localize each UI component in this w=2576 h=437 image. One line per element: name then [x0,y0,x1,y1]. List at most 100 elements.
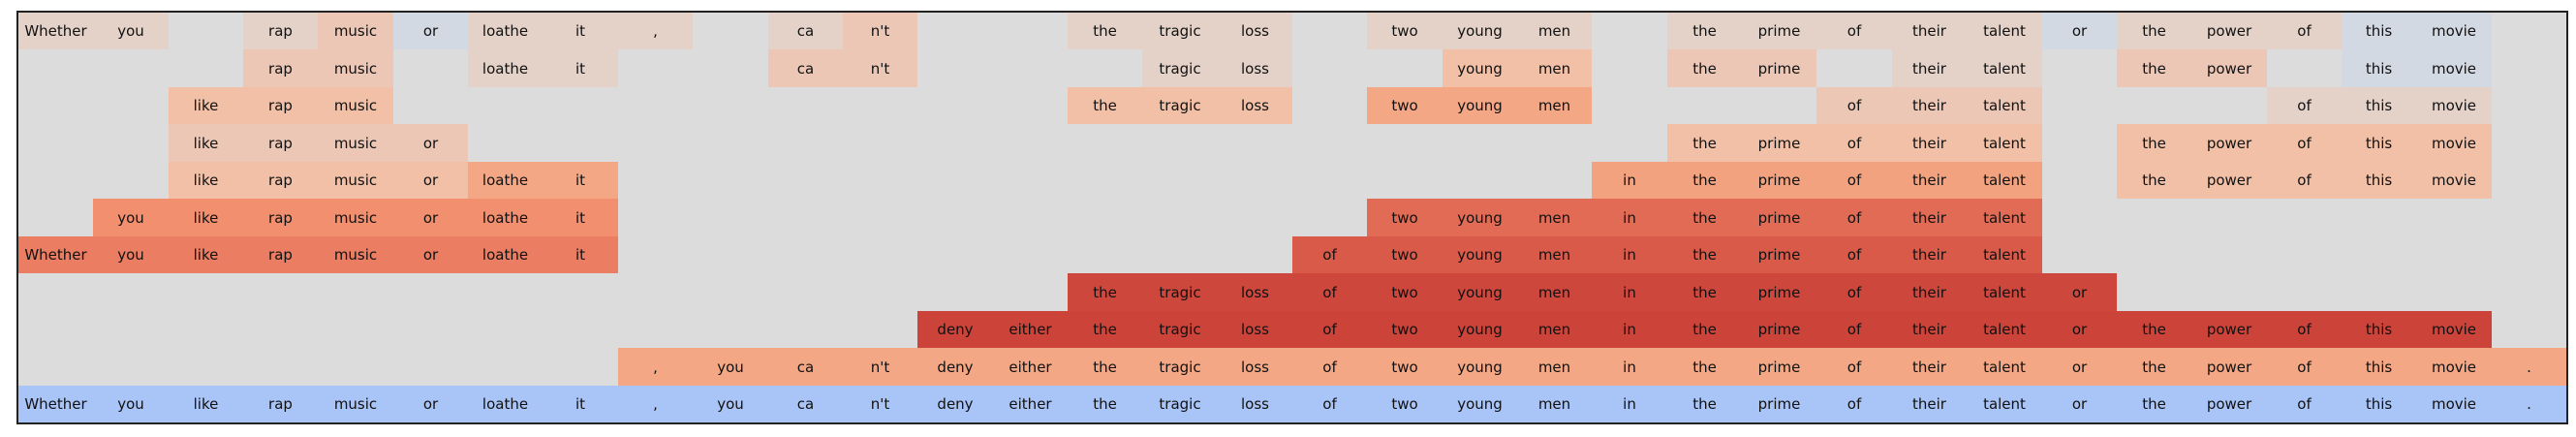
token-cell: their [1892,124,1967,162]
token-cell: power [2191,311,2267,348]
token-cell: young [1443,13,1517,49]
token-cell: ca [768,49,843,87]
sentence-token: n't [843,386,917,422]
sentence-token: . [2492,386,2566,422]
token-cell: men [1517,311,1592,348]
token-cell: two [1367,348,1443,386]
token-cell: talent [1967,273,2042,311]
token-cell: Whether [18,236,93,273]
token-cell: talent [1967,199,2042,236]
sentence-token: of [1816,386,1892,422]
token-cell: loss [1218,49,1292,87]
token-cell: or [393,13,468,49]
token-cell: you [693,348,768,386]
token-cell: men [1517,236,1592,273]
token-cell: Whether [18,13,93,49]
token-cell: it [543,49,618,87]
token-cell: it [543,13,618,49]
sentence-token: young [1443,386,1517,422]
sentence-token: like [169,386,243,422]
sentence-token: of [1292,386,1367,422]
sentence-token: of [2267,386,2342,422]
token-cell: rap [243,199,318,236]
token-cell: this [2342,87,2416,124]
sentence-token: two [1367,386,1443,422]
token-cell: the [2117,13,2191,49]
token-cell: two [1367,87,1443,124]
token-cell: or [393,236,468,273]
token-cell: two [1367,13,1443,49]
token-cell: the [1667,49,1742,87]
token-cell: talent [1967,348,2042,386]
token-cell: their [1892,273,1967,311]
sentence-token: their [1892,386,1967,422]
token-cell: n't [843,49,917,87]
token-cell: it [543,162,618,199]
token-cell: music [318,87,393,124]
token-cell: young [1443,311,1517,348]
sentence-token: either [993,386,1068,422]
token-cell: prime [1742,13,1816,49]
token-cell: tragic [1142,87,1218,124]
token-cell: music [318,162,393,199]
token-cell: of [1816,311,1892,348]
token-cell: or [393,162,468,199]
token-cell: the [1667,311,1742,348]
token-cell: or [2042,348,2117,386]
token-cell: you [93,236,169,273]
token-cell: young [1443,49,1517,87]
sentence-token: prime [1742,386,1816,422]
token-cell: talent [1967,124,2042,162]
token-cell: , [618,13,693,49]
token-cell: their [1892,87,1967,124]
token-cell: rap [243,236,318,273]
token-cell: movie [2416,87,2492,124]
token-cell: rap [243,49,318,87]
sentence-token: in [1592,386,1667,422]
token-cell: like [169,87,243,124]
token-cell: prime [1742,236,1816,273]
token-cell: rap [243,13,318,49]
token-cell: movie [2416,162,2492,199]
token-cell: young [1443,199,1517,236]
token-cell: of [1816,236,1892,273]
token-cell: movie [2416,348,2492,386]
sentence-token: you [693,386,768,422]
token-cell: the [1667,236,1742,273]
token-cell: like [169,162,243,199]
token-cell: rap [243,87,318,124]
sentence-token: it [543,386,618,422]
token-cell: of [1816,124,1892,162]
token-cell: young [1443,87,1517,124]
sentence-token: deny [917,386,993,422]
token-cell: this [2342,311,2416,348]
sentence-token: loathe [468,386,543,422]
token-cell: power [2191,348,2267,386]
token-cell: power [2191,124,2267,162]
token-cell: n't [843,13,917,49]
token-cell: their [1892,348,1967,386]
token-cell: the [1068,348,1142,386]
token-cell: n't [843,348,917,386]
token-cell: prime [1742,273,1816,311]
token-cell: this [2342,13,2416,49]
token-cell: loathe [468,199,543,236]
sentence-token: Whether [18,386,93,422]
token-cell: young [1443,236,1517,273]
token-cell: power [2191,162,2267,199]
token-cell: tragic [1142,49,1218,87]
token-cell: in [1592,162,1667,199]
token-cell: this [2342,348,2416,386]
token-cell: of [2267,348,2342,386]
token-cell: the [2117,49,2191,87]
token-cell: the [2117,162,2191,199]
token-cell: it [543,199,618,236]
sentence-token: rap [243,386,318,422]
token-cell: two [1367,273,1443,311]
sentence-token: loss [1218,386,1292,422]
token-cell: music [318,124,393,162]
token-cell: the [1068,273,1142,311]
token-cell: the [1068,311,1142,348]
token-cell: the [1667,162,1742,199]
sentence-token: music [318,386,393,422]
